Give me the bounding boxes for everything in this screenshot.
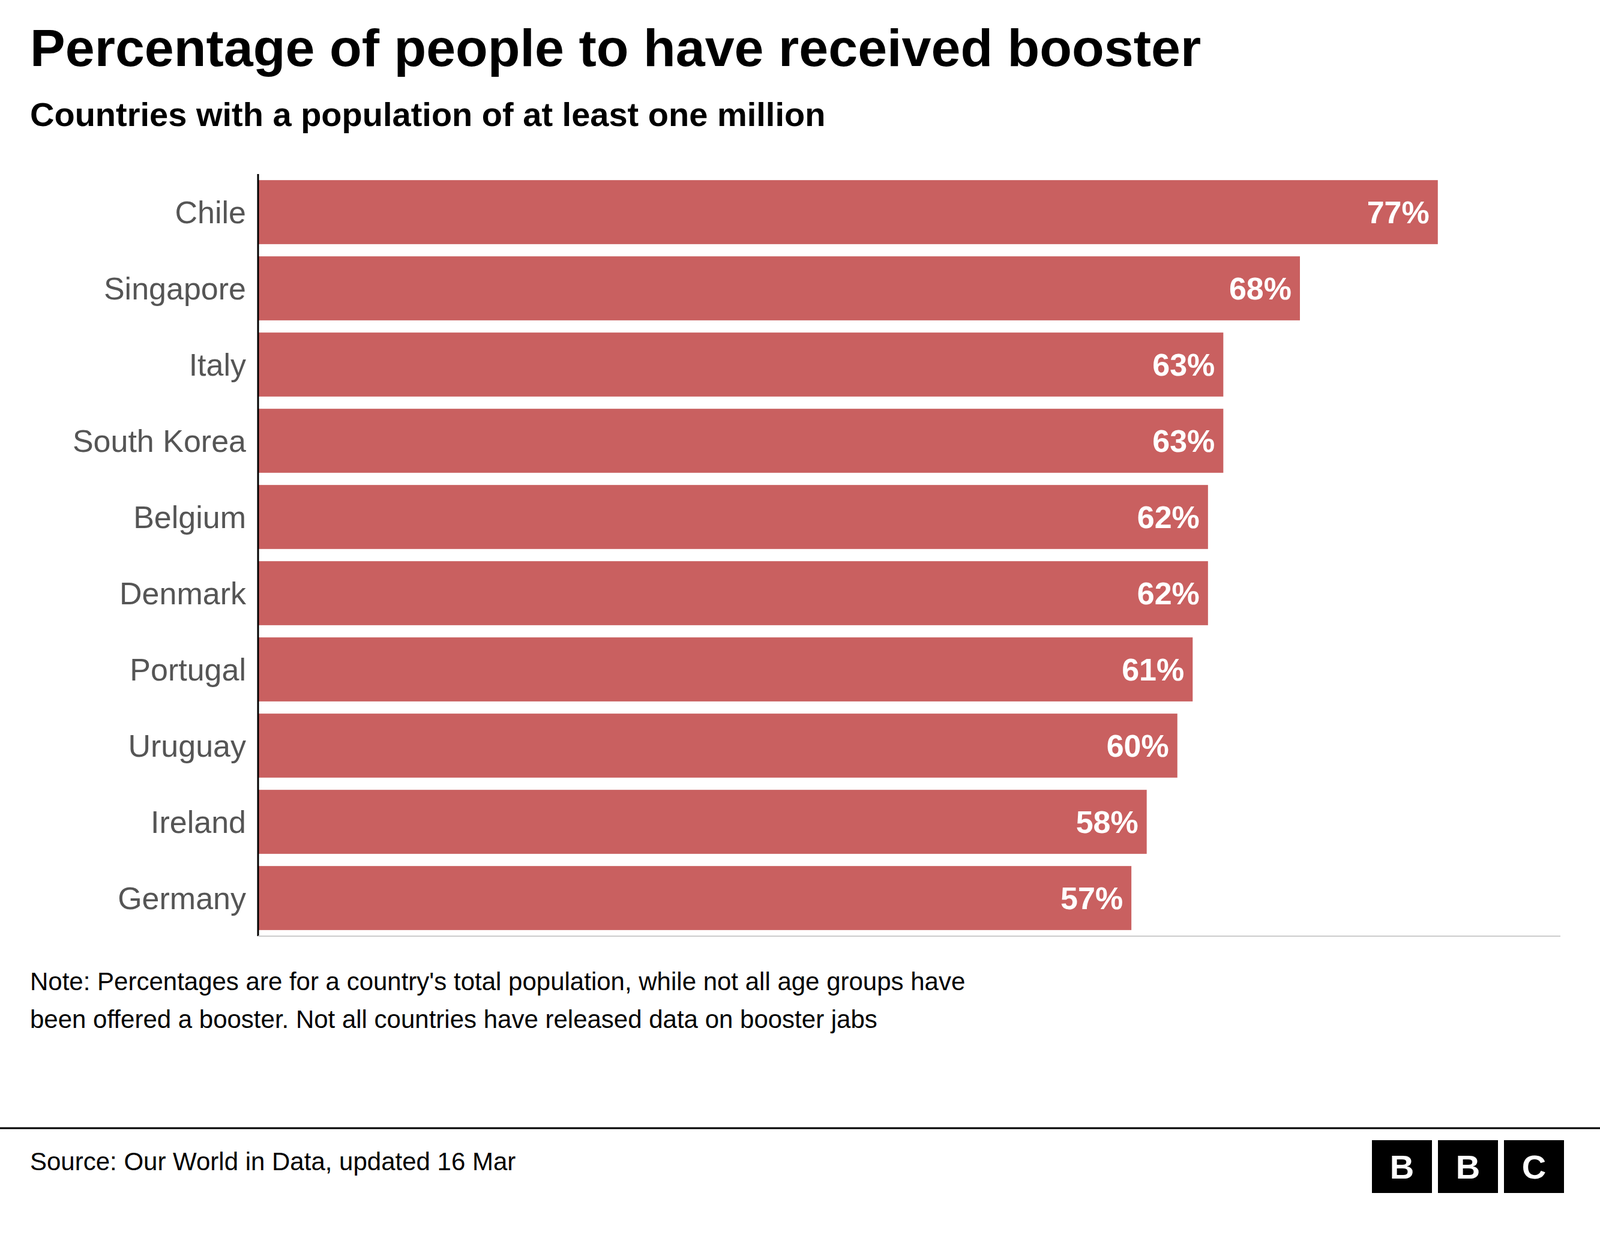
data-label: 63% bbox=[1152, 347, 1215, 383]
data-label: 61% bbox=[1121, 652, 1185, 688]
data-label: 57% bbox=[1060, 881, 1123, 916]
bar bbox=[258, 256, 1300, 321]
logo-letter: C bbox=[1521, 1148, 1546, 1186]
data-label: 62% bbox=[1137, 576, 1200, 611]
logo-letter: B bbox=[1455, 1148, 1480, 1186]
category-label: Denmark bbox=[119, 576, 247, 611]
note: Note: Percentages are for a country's to… bbox=[30, 967, 966, 1034]
category-label: Germany bbox=[117, 881, 247, 916]
bars bbox=[258, 180, 1438, 931]
subtitle: Countries with a population of at least … bbox=[30, 95, 826, 134]
bar bbox=[258, 866, 1132, 931]
page: {"chart_data": {"type": "bar", "orientat… bbox=[0, 0, 1600, 1250]
data-label: 68% bbox=[1229, 271, 1292, 307]
category-label: Portugal bbox=[129, 652, 247, 688]
bar bbox=[258, 332, 1224, 397]
category-label: Singapore bbox=[103, 271, 247, 307]
title: Percentage of people to have received bo… bbox=[30, 18, 1201, 78]
chart: Percentage of people to have received bo… bbox=[0, 0, 1600, 1250]
category-label: Chile bbox=[175, 195, 247, 230]
bar bbox=[258, 789, 1147, 855]
logo-letter: B bbox=[1389, 1148, 1414, 1186]
logo-box bbox=[1437, 1140, 1498, 1194]
logo-box bbox=[1503, 1140, 1564, 1194]
bar bbox=[258, 561, 1209, 626]
data-label: 60% bbox=[1106, 728, 1170, 764]
data-label: 63% bbox=[1152, 423, 1215, 459]
data-label: 58% bbox=[1076, 804, 1139, 840]
bar bbox=[258, 408, 1224, 473]
bar bbox=[258, 180, 1438, 245]
bar bbox=[258, 637, 1193, 702]
data-label: 77% bbox=[1367, 195, 1430, 230]
category-label: Belgium bbox=[133, 499, 247, 535]
bar bbox=[258, 713, 1178, 778]
note-line: Note: Percentages are for a country's to… bbox=[30, 967, 966, 996]
x-axis-line bbox=[258, 935, 1561, 937]
separator bbox=[0, 1127, 1600, 1130]
data-label: 62% bbox=[1137, 499, 1200, 535]
labels: 77% Chile 68% Singapore 63% Italy 63% South Kor… bbox=[72, 195, 1430, 916]
note-line: been offered a booster. Not all countrie… bbox=[30, 1005, 878, 1034]
source: Source: Our World in Data, updated 16 Ma… bbox=[30, 1147, 516, 1176]
category-label: Ireland bbox=[150, 804, 247, 840]
category-label: South Korea bbox=[72, 423, 247, 459]
category-label: Uruguay bbox=[127, 728, 247, 764]
bar bbox=[258, 484, 1209, 550]
category-label: Italy bbox=[189, 347, 247, 383]
logo-box bbox=[1371, 1140, 1432, 1194]
y-axis-line bbox=[257, 174, 260, 937]
